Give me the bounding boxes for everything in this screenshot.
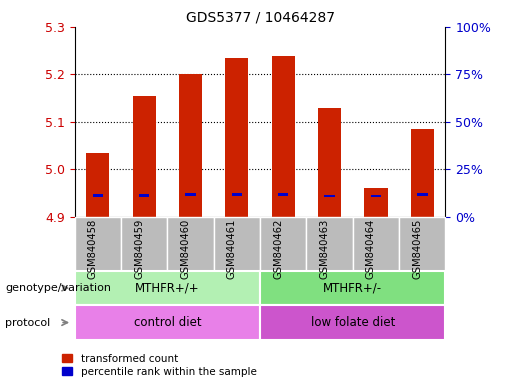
Text: genotype/variation: genotype/variation — [5, 283, 111, 293]
Text: GSM840463: GSM840463 — [320, 218, 330, 279]
Bar — [226, 58, 248, 217]
Title: GDS5377 / 10464287: GDS5377 / 10464287 — [185, 10, 335, 24]
Bar — [417, 193, 427, 196]
Bar — [278, 193, 288, 195]
Bar — [410, 129, 434, 217]
Text: GSM840464: GSM840464 — [366, 218, 376, 279]
Text: GSM840459: GSM840459 — [134, 218, 144, 279]
Text: control diet: control diet — [133, 316, 201, 329]
Bar — [232, 193, 242, 195]
Bar — [133, 96, 156, 217]
Bar — [86, 153, 109, 217]
Text: GSM840465: GSM840465 — [413, 218, 422, 279]
Bar — [364, 189, 387, 217]
Text: GSM840461: GSM840461 — [227, 218, 237, 279]
Text: MTHFR+/+: MTHFR+/+ — [135, 281, 200, 295]
Bar — [179, 74, 202, 217]
Bar — [139, 194, 149, 197]
Bar — [324, 195, 335, 197]
Bar — [93, 194, 103, 197]
Text: protocol: protocol — [5, 318, 50, 328]
Text: GSM840458: GSM840458 — [88, 218, 98, 279]
Legend: transformed count, percentile rank within the sample: transformed count, percentile rank withi… — [62, 354, 256, 377]
Text: GSM840460: GSM840460 — [181, 218, 191, 279]
Bar — [318, 108, 341, 217]
Text: MTHFR+/-: MTHFR+/- — [323, 281, 382, 295]
Text: GSM840462: GSM840462 — [273, 218, 283, 279]
Bar — [185, 193, 196, 195]
Bar — [272, 56, 295, 217]
Bar — [371, 195, 381, 197]
Text: low folate diet: low folate diet — [311, 316, 395, 329]
